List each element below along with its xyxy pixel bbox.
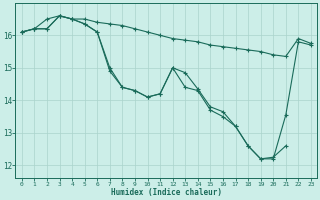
X-axis label: Humidex (Indice chaleur): Humidex (Indice chaleur) [111, 188, 222, 197]
